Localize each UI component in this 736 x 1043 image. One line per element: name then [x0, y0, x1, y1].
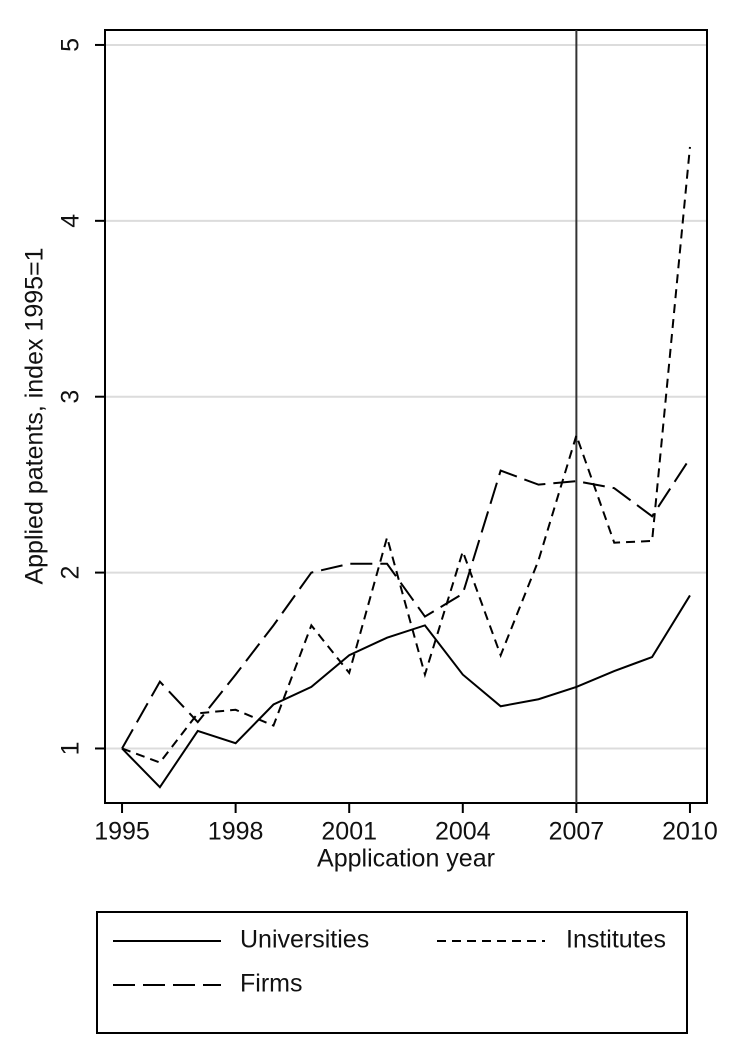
x-tick-label: 2007	[549, 818, 605, 846]
series-line	[121, 594, 691, 789]
legend-label: Firms	[240, 970, 302, 998]
legend-label: Institutes	[566, 926, 666, 954]
y-tick-label: 3	[57, 390, 85, 404]
x-tick-label: 1995	[94, 818, 150, 846]
y-tick-label: 4	[57, 214, 85, 228]
x-tick-label: 1998	[208, 818, 264, 846]
series-line	[121, 457, 691, 749]
y-axis-label: Applied patents, index 1995=1	[21, 247, 49, 584]
y-tick-label: 2	[57, 566, 85, 580]
x-tick-label: 2010	[662, 818, 718, 846]
legend-label: Universities	[240, 926, 369, 954]
x-tick-label: 2004	[435, 818, 491, 846]
series-line	[121, 146, 691, 764]
legend-box	[96, 911, 688, 1034]
x-axis-label: Application year	[317, 845, 495, 873]
y-tick-label: 1	[57, 742, 85, 756]
plot-frame	[104, 29, 708, 804]
x-tick-label: 2001	[321, 818, 377, 846]
y-tick-label: 5	[57, 38, 85, 52]
